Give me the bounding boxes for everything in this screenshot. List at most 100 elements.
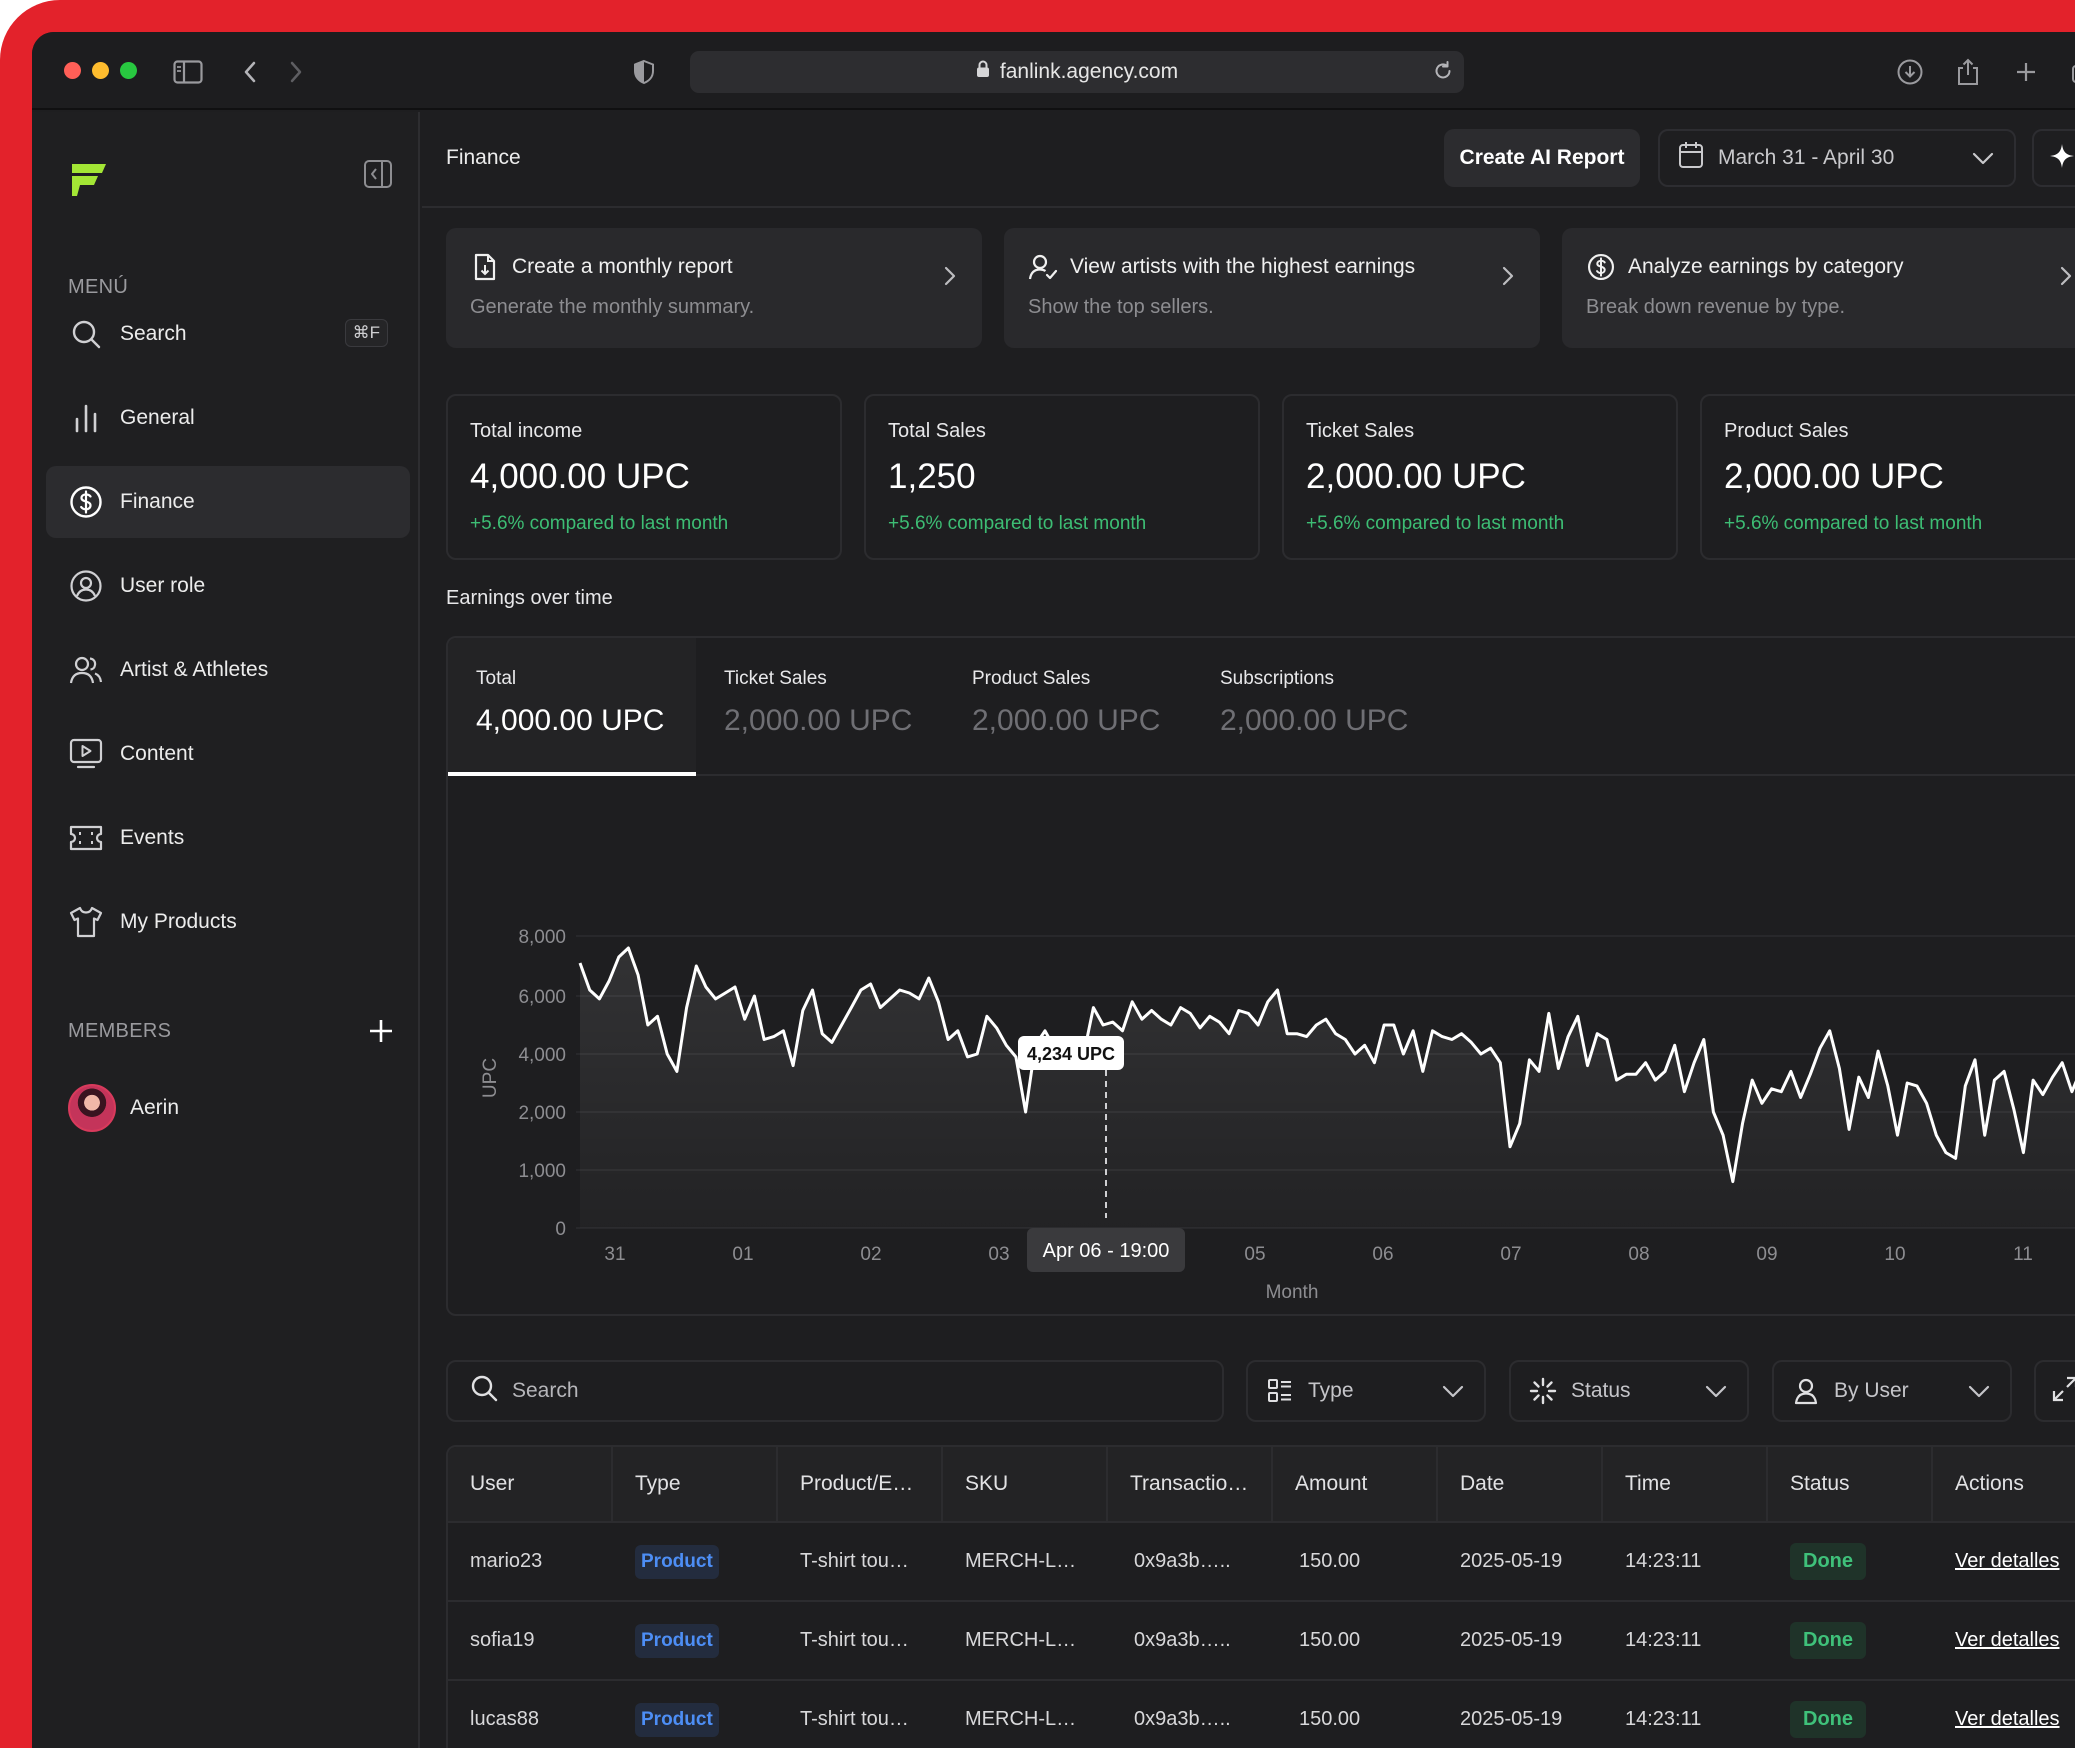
table-row[interactable]: mario23 Product T-shirt tou… MERCH-L… 0x9a3b…	[448, 1523, 2075, 1602]
sidebar-item-user-role[interactable]: User role	[46, 550, 410, 622]
table-cell-tx: 0x9a3b…..	[1108, 1602, 1273, 1679]
table-cell-date: 2025-05-19	[1438, 1681, 1603, 1748]
create-ai-report-button[interactable]: Create AI Report	[1444, 129, 1640, 187]
minimize-window-button[interactable]	[92, 62, 109, 79]
tab-ticket-sales[interactable]: Ticket Sales 2,000.00 UPC	[696, 638, 944, 776]
view-details-link[interactable]: Ver detalles	[1955, 1629, 2060, 1651]
avatar	[68, 1084, 116, 1132]
column-header-product[interactable]: Product/E…	[778, 1447, 943, 1521]
column-header-sku[interactable]: SKU	[943, 1447, 1108, 1521]
user-filter-dropdown[interactable]: By User	[1772, 1360, 2012, 1422]
column-header-user[interactable]: User	[448, 1447, 613, 1521]
sidebar-item-events[interactable]: Events	[46, 802, 410, 874]
column-header-status[interactable]: Status	[1768, 1447, 1933, 1521]
column-header-type[interactable]: Type	[613, 1447, 778, 1521]
status-badge: Done	[1790, 1701, 1866, 1738]
main-content: Finance Create AI Report March 31 - Apri…	[422, 112, 2075, 1748]
sidebar-item-label: Content	[120, 742, 194, 765]
tab-label: Subscriptions	[1220, 668, 1335, 689]
ticket-icon	[68, 820, 104, 856]
sidebar-item-label: Events	[120, 826, 185, 849]
quick-action-top-artists[interactable]: View artists with the highest earnings S…	[1004, 228, 1540, 348]
y-tick-label: 6,000	[518, 987, 566, 1008]
table-cell-status: Done	[1768, 1602, 1933, 1679]
shield-icon[interactable]	[626, 54, 662, 90]
cell-text: 2025-05-19	[1460, 1550, 1563, 1572]
address-bar[interactable]: fanlink.agency.com	[690, 51, 1464, 93]
members-section-label: MEMBERS	[68, 1020, 172, 1042]
share-icon[interactable]	[1950, 54, 1986, 90]
view-details-link[interactable]: Ver detalles	[1955, 1708, 2060, 1730]
download-icon[interactable]	[1892, 54, 1928, 90]
sidebar-toggle-icon[interactable]	[170, 54, 206, 90]
back-arrow-icon[interactable]	[232, 54, 268, 90]
sidebar-item-content[interactable]: Content	[46, 718, 410, 790]
fanlink-logo[interactable]	[68, 160, 108, 205]
date-range-picker[interactable]: March 31 - April 30	[1658, 129, 2016, 187]
tab-product-sales[interactable]: Product Sales 2,000.00 UPC	[944, 638, 1192, 776]
bar-chart-icon	[68, 400, 104, 436]
cell-text: 2025-05-19	[1460, 1708, 1563, 1730]
cell-text: 14:23:11	[1625, 1629, 1702, 1651]
x-tick-label: 05	[1244, 1244, 1265, 1265]
cell-text: 0x9a3b…..	[1134, 1550, 1231, 1572]
status-badge: Done	[1790, 1622, 1866, 1659]
quick-action-title: Create a monthly report	[512, 255, 733, 278]
quick-action-earnings-category[interactable]: Analyze earnings by category Break down …	[1562, 228, 2075, 348]
tab-total[interactable]: Total 4,000.00 UPC	[448, 638, 696, 776]
sidebar-item-search[interactable]: Search ⌘F	[46, 298, 410, 370]
sidebar-item-artists[interactable]: Artist & Athletes	[46, 634, 410, 706]
x-tick-label: 31	[604, 1244, 625, 1265]
maximize-window-button[interactable]	[120, 62, 137, 79]
close-window-button[interactable]	[64, 62, 81, 79]
cell-text: 150.00	[1299, 1708, 1361, 1730]
tabs-overview-icon[interactable]	[2066, 54, 2075, 90]
sidebar-item-general[interactable]: General	[46, 382, 410, 454]
table-row[interactable]: lucas88 Product T-shirt tou… MERCH-L… 0x9a3b…	[448, 1681, 2075, 1748]
x-tick-label: 01	[732, 1244, 753, 1265]
column-header-date[interactable]: Date	[1438, 1447, 1603, 1521]
table-row[interactable]: sofia19 Product T-shirt tou… MERCH-L… 0x9a3b…	[448, 1602, 2075, 1681]
x-tick-label: 09	[1756, 1244, 1777, 1265]
sparkle-button[interactable]	[2032, 129, 2075, 187]
collapse-sidebar-icon[interactable]	[362, 158, 394, 190]
column-header-transaction[interactable]: Transactio…	[1108, 1447, 1273, 1521]
table-search-input[interactable]: Search	[446, 1360, 1224, 1422]
column-header-time[interactable]: Time	[1603, 1447, 1768, 1521]
tab-subscriptions[interactable]: Subscriptions 2,000.00 UPC	[1192, 638, 1440, 776]
sidebar-item-my-products[interactable]: My Products	[46, 886, 410, 958]
stat-card-product-sales: Product Sales 2,000.00 UPC +5.6% compare…	[1700, 394, 2075, 560]
browser-toolbar: fanlink.agency.com	[32, 32, 2075, 110]
type-filter-dropdown[interactable]: Type	[1246, 1360, 1486, 1422]
add-member-icon[interactable]	[366, 1016, 396, 1046]
sidebar-item-label: My Products	[120, 910, 237, 933]
column-header-actions[interactable]: Actions	[1933, 1447, 2075, 1521]
table-cell-type: Product	[613, 1681, 778, 1748]
sparkle-icon	[2049, 143, 2075, 174]
earnings-line-chart[interactable]: 0 1,000 2,000 4,000 6,000 8,000 UPC 31 01 02 03 05 0…	[448, 778, 2075, 1316]
stat-value: 2,000.00 UPC	[1306, 457, 1526, 496]
chart-section-title: Earnings over time	[446, 587, 613, 609]
quick-action-monthly-report[interactable]: Create a monthly report Generate the mon…	[446, 228, 982, 348]
sidebar-item-finance[interactable]: Finance	[46, 466, 410, 538]
forward-arrow-icon[interactable]	[278, 54, 314, 90]
table-cell-action: Ver detalles	[1933, 1681, 2075, 1748]
search-placeholder: Search	[512, 1379, 579, 1402]
column-header-amount[interactable]: Amount	[1273, 1447, 1438, 1521]
reload-icon[interactable]	[1432, 60, 1454, 88]
transactions-table: User Type Product/E… SKU Transactio… Amo…	[446, 1445, 2075, 1748]
member-item[interactable]: Aerin	[68, 1084, 179, 1132]
monitor-play-icon	[68, 736, 104, 772]
status-filter-dropdown[interactable]: Status	[1509, 1360, 1749, 1422]
stat-value: 1,250	[888, 457, 976, 496]
chevron-right-icon	[2060, 266, 2072, 291]
x-tick-label: 11	[2013, 1244, 2033, 1265]
view-details-link[interactable]: Ver detalles	[1955, 1550, 2060, 1572]
stat-card-total-sales: Total Sales 1,250 +5.6% compared to last…	[864, 394, 1260, 560]
quick-action-subtitle: Break down revenue by type.	[1586, 296, 1846, 318]
search-shortcut-badge: ⌘F	[344, 319, 388, 347]
expand-table-button[interactable]	[2034, 1360, 2075, 1422]
new-tab-plus-icon[interactable]	[2008, 54, 2044, 90]
x-tick-label: 06	[1372, 1244, 1393, 1265]
